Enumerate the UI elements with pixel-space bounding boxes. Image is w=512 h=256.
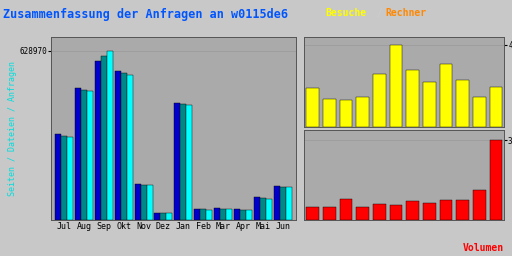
Bar <box>206 210 212 220</box>
Bar <box>115 71 121 220</box>
Bar <box>194 209 200 220</box>
Bar <box>440 200 452 220</box>
Bar <box>356 97 369 127</box>
Text: Volumen: Volumen <box>463 243 504 253</box>
Bar <box>220 209 226 220</box>
Bar <box>81 90 87 220</box>
Bar <box>175 103 180 220</box>
Bar <box>323 99 336 127</box>
Bar <box>254 197 260 220</box>
Bar <box>55 134 61 220</box>
Bar <box>101 56 107 220</box>
Bar <box>87 91 93 220</box>
Text: Rechner: Rechner <box>385 8 426 18</box>
Bar <box>307 88 319 127</box>
Bar <box>274 186 280 220</box>
Bar <box>440 64 452 127</box>
Bar <box>160 213 166 220</box>
Bar <box>95 61 101 220</box>
Text: /: / <box>376 8 382 18</box>
Bar <box>166 213 173 220</box>
Bar <box>390 205 402 220</box>
Bar <box>340 199 352 220</box>
Bar <box>75 88 81 220</box>
Bar <box>61 136 67 220</box>
Bar <box>121 73 126 220</box>
Bar <box>390 45 402 127</box>
Bar <box>155 213 160 220</box>
Bar <box>286 187 291 220</box>
Bar <box>141 185 146 220</box>
Bar <box>107 51 113 220</box>
Bar <box>423 203 436 220</box>
Bar <box>307 207 319 220</box>
Bar <box>407 201 419 220</box>
Bar <box>356 207 369 220</box>
Bar <box>266 199 272 220</box>
Bar <box>490 140 502 220</box>
Text: Besuche: Besuche <box>325 8 366 18</box>
Y-axis label: Seiten / Dateien / Anfragen: Seiten / Dateien / Anfragen <box>8 61 16 196</box>
Bar <box>260 198 266 220</box>
Text: Zusammenfassung der Anfragen an w0115de6: Zusammenfassung der Anfragen an w0115de6 <box>3 8 288 21</box>
Bar <box>126 75 133 220</box>
Bar <box>234 209 240 220</box>
Bar <box>423 82 436 127</box>
Bar <box>373 73 386 127</box>
Bar <box>67 137 73 220</box>
Bar <box>280 187 286 220</box>
Bar <box>214 208 220 220</box>
Bar <box>407 70 419 127</box>
Bar <box>186 105 192 220</box>
Bar <box>340 100 352 127</box>
Bar <box>240 210 246 220</box>
Bar <box>456 200 469 220</box>
Bar <box>200 209 206 220</box>
Bar <box>456 80 469 127</box>
Bar <box>473 97 485 127</box>
Bar <box>135 184 141 220</box>
Bar <box>226 209 232 220</box>
Bar <box>180 104 186 220</box>
Bar <box>473 190 485 220</box>
Bar <box>323 207 336 220</box>
Bar <box>146 185 153 220</box>
Bar <box>246 210 252 220</box>
Bar <box>490 87 502 127</box>
Bar <box>373 204 386 220</box>
